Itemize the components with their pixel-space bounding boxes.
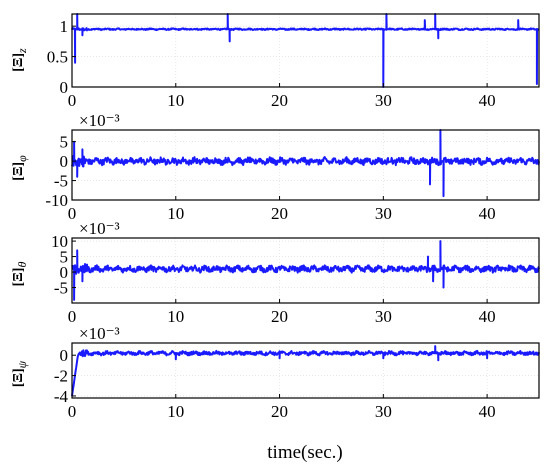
x-tick-label: 0: [68, 204, 77, 223]
x-ticks: 0 10 20 30 40: [68, 83, 496, 110]
series-line-phi: [71, 129, 540, 198]
x-axis-label: time(sec.): [267, 442, 342, 463]
x-tick-label: 30: [375, 402, 392, 421]
y-tick-label: 5: [60, 248, 69, 267]
y-tick-label: 0: [60, 263, 69, 282]
y-tick-label: -5: [54, 279, 68, 298]
x-tick-label: 0: [68, 307, 77, 326]
y-tick-label: 0.5: [47, 48, 68, 67]
y-tick-label: 0: [60, 346, 69, 365]
y-tick-label: 0: [60, 78, 69, 97]
axes-frame: [71, 13, 540, 88]
y-tick-label: -10: [45, 191, 68, 210]
y-multiplier: ×10⁻³: [79, 219, 120, 238]
x-tick-label: 40: [479, 204, 496, 223]
x-tick-label: 20: [271, 204, 288, 223]
x-tick-label: 10: [167, 402, 184, 421]
x-ticks: 0 10 20 30 40: [68, 196, 496, 223]
axes-frame: [71, 342, 540, 399]
x-ticks: 0 10 20 30 40: [68, 394, 496, 421]
x-tick-label: 10: [167, 204, 184, 223]
y-tick-label: -4: [54, 387, 69, 406]
y-axis-label: [Ξ]ψ: [11, 360, 29, 387]
x-tick-label: 40: [479, 402, 496, 421]
grid: [71, 14, 539, 88]
x-tick-label: 10: [167, 91, 184, 110]
x-ticks: 0 10 20 30 40: [68, 299, 496, 326]
x-tick-label: 40: [479, 307, 496, 326]
y-ticks: -4-2 0: [54, 346, 76, 406]
y-multiplier: ×10⁻³: [79, 324, 120, 343]
y-axis-label: [Ξ]θ: [11, 262, 29, 287]
x-tick-label: 30: [375, 91, 392, 110]
panel-psi: -4-20 0 10 20 30 40 [Ξ]ψ ×10⁻³: [11, 324, 540, 421]
y-multiplier: ×10⁻³: [79, 111, 120, 130]
y-tick-label: -5: [54, 172, 68, 191]
y-ticks: -10-505: [45, 133, 76, 210]
y-tick-label: 10: [51, 232, 68, 251]
x-tick-label: 30: [375, 204, 392, 223]
x-tick-label: 20: [271, 91, 288, 110]
series-line-theta: [71, 240, 540, 301]
y-tick-label: -2: [54, 367, 68, 386]
series-line-psi: [71, 345, 540, 397]
x-tick-label: 10: [167, 307, 184, 326]
y-axis-label: [Ξ]φ: [11, 155, 29, 181]
grid: [71, 130, 539, 201]
axes-frame: [71, 129, 540, 201]
panel-z: 00.51 0 10 20 30 40 [Ξ]z: [11, 13, 540, 110]
y-axis-label: [Ξ]z: [11, 48, 29, 72]
x-tick-label: 0: [68, 402, 77, 421]
panel-phi: -10-505 0 10 20 30 40 [Ξ]φ ×10⁻³: [11, 111, 540, 223]
axes-frame: [71, 237, 540, 304]
y-tick-label: 1: [60, 17, 69, 36]
x-tick-label: 30: [375, 307, 392, 326]
y-tick-label: 0: [60, 152, 69, 171]
series-line-z: [71, 13, 540, 88]
x-tick-label: 0: [68, 91, 77, 110]
x-tick-label: 40: [479, 91, 496, 110]
x-tick-label: 20: [271, 307, 288, 326]
y-tick-label: 5: [60, 133, 69, 152]
y-ticks: 00.51: [47, 17, 76, 97]
x-tick-label: 20: [271, 402, 288, 421]
